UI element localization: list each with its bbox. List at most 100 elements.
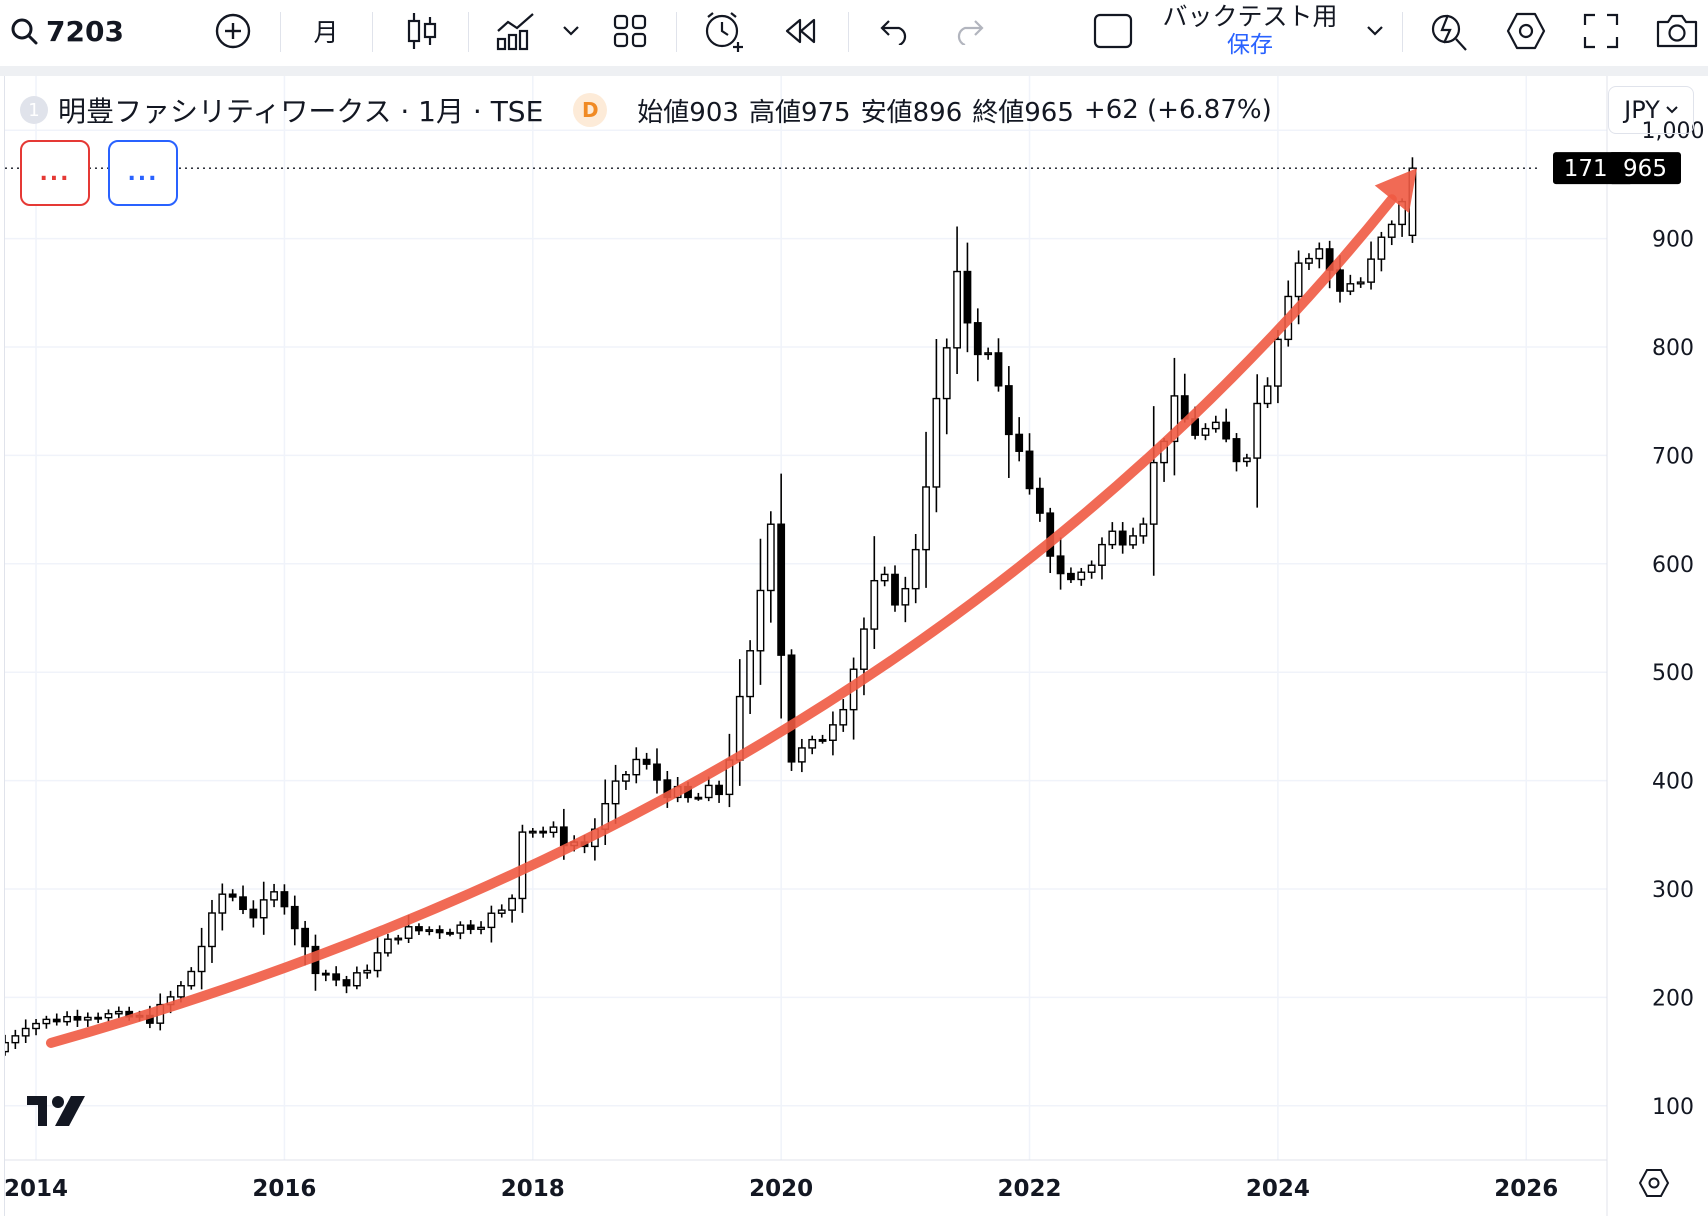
price-tick-label: 900 xyxy=(1652,228,1694,253)
candle-up xyxy=(373,952,382,972)
ohlc-high: 高値975 xyxy=(749,92,851,129)
candle-up xyxy=(187,970,196,987)
candle-up xyxy=(477,926,485,930)
candle-up xyxy=(208,912,216,948)
candle-up xyxy=(1087,564,1096,573)
candle-down xyxy=(1015,433,1024,452)
candle-up xyxy=(383,938,392,954)
candle-up xyxy=(797,747,806,763)
redo-icon xyxy=(957,20,984,45)
candle-down xyxy=(301,927,310,948)
candle-up xyxy=(104,1013,113,1019)
candle-up xyxy=(497,909,506,914)
candle-up xyxy=(984,352,993,356)
candlestick-icon xyxy=(407,13,437,49)
candle-down xyxy=(342,979,351,987)
price-tick-label: 800 xyxy=(1652,336,1694,361)
currency-selector[interactable]: JPY xyxy=(1608,86,1694,134)
candle-down xyxy=(694,796,703,800)
layout-checkbox[interactable] xyxy=(1092,0,1134,62)
last-price-value: 965 xyxy=(1623,156,1667,182)
chart-pane[interactable]: 1,000 900 800 700 600 500 400 300 200 100 2014 201… xyxy=(4,76,1704,1216)
candle-up xyxy=(21,1027,30,1037)
compare-add-button[interactable] xyxy=(210,0,256,62)
time-axis-settings-button[interactable] xyxy=(1638,1169,1670,1197)
indicator-toggle-blue[interactable]: ... xyxy=(108,140,178,206)
toolbar-shadow-band xyxy=(0,66,1708,76)
candle-up xyxy=(1356,281,1365,285)
candle-up xyxy=(911,548,920,590)
candle-up xyxy=(425,929,434,933)
settings-hexagon-icon xyxy=(1638,1169,1670,1197)
candle-down xyxy=(777,523,786,656)
redo-button[interactable] xyxy=(946,0,992,62)
price-tick-label: 500 xyxy=(1652,661,1694,686)
indicator-toggle-red[interactable]: ... xyxy=(20,140,90,206)
candle-up xyxy=(839,708,848,726)
candle-up xyxy=(1211,421,1220,430)
chart-type-button[interactable] xyxy=(402,0,442,62)
fullscreen-icon xyxy=(1583,13,1619,49)
ohlc-close: 終値965 xyxy=(972,92,1074,129)
price-tick-label: 600 xyxy=(1652,553,1694,578)
close-label: 終値 xyxy=(972,97,1025,128)
candle-up xyxy=(549,826,558,834)
candle-down xyxy=(973,322,982,356)
candle-up xyxy=(1387,223,1396,238)
undo-button[interactable] xyxy=(872,0,918,62)
time-tick-label: 2018 xyxy=(501,1176,565,1202)
chevron-down-icon xyxy=(563,26,579,36)
close-value: 965 xyxy=(1024,97,1074,128)
alert-button[interactable] xyxy=(700,0,748,62)
price-change: +62 (+6.87%) xyxy=(1083,95,1272,125)
candle-up xyxy=(932,397,941,488)
pane-index-badge: 1 xyxy=(20,96,48,124)
save-layout-button[interactable]: バックテスト用 保存 xyxy=(1150,0,1350,62)
toolbar-divider xyxy=(848,12,849,52)
fullscreen-button[interactable] xyxy=(1580,0,1622,62)
ohlc-low: 安値896 xyxy=(861,92,963,129)
indicators-button[interactable] xyxy=(492,0,542,62)
candle-up xyxy=(1242,457,1251,463)
dividend-badge[interactable]: D xyxy=(573,93,608,127)
save-subtitle: 保存 xyxy=(1227,32,1273,58)
candle-up xyxy=(83,1016,92,1021)
candle-down xyxy=(73,1015,82,1021)
toolbar-divider xyxy=(280,12,281,52)
indicators-dropdown[interactable] xyxy=(558,0,584,62)
candle-down xyxy=(290,905,299,930)
price-tick-label: 100 xyxy=(1652,1095,1694,1120)
symbol-label: 7203 xyxy=(46,14,124,48)
settings-hexagon-icon xyxy=(1506,12,1546,50)
candle-up xyxy=(508,897,517,911)
quick-search-button[interactable] xyxy=(1426,0,1472,62)
toolbar-divider xyxy=(468,12,469,52)
time-tick-label: 2020 xyxy=(749,1176,813,1202)
replay-button[interactable] xyxy=(778,0,824,62)
settings-button[interactable] xyxy=(1502,0,1550,62)
high-label: 高値 xyxy=(748,97,801,128)
price-tick-label: 400 xyxy=(1652,770,1694,795)
candle-up xyxy=(114,1010,123,1015)
candle-down xyxy=(1067,572,1075,581)
candle-down xyxy=(1056,555,1065,575)
save-dropdown[interactable] xyxy=(1360,0,1390,62)
snapshot-button[interactable] xyxy=(1652,0,1702,62)
trend-arrow-drawing[interactable] xyxy=(45,168,1417,1048)
candle-up xyxy=(528,830,537,834)
plus-circle-icon xyxy=(215,13,251,49)
price-tick-label: 700 xyxy=(1652,444,1694,469)
tradingview-logo xyxy=(27,1096,85,1126)
alarm-clock-icon xyxy=(705,12,743,52)
time-axis: 2014 2016 2018 2020 2022 2024 2026 xyxy=(5,1176,1558,1202)
symbol-search-button[interactable]: 7203 xyxy=(10,0,140,62)
interval-button[interactable]: 月 xyxy=(313,18,339,47)
symbol-title[interactable]: 明豊ファシリティワークス · 1月 · TSE xyxy=(58,95,544,128)
indicators-chart-icon xyxy=(496,13,534,51)
open-value: 903 xyxy=(689,97,739,128)
candle-up xyxy=(704,784,713,799)
candle-up xyxy=(363,969,372,974)
layout-button[interactable] xyxy=(610,0,650,62)
